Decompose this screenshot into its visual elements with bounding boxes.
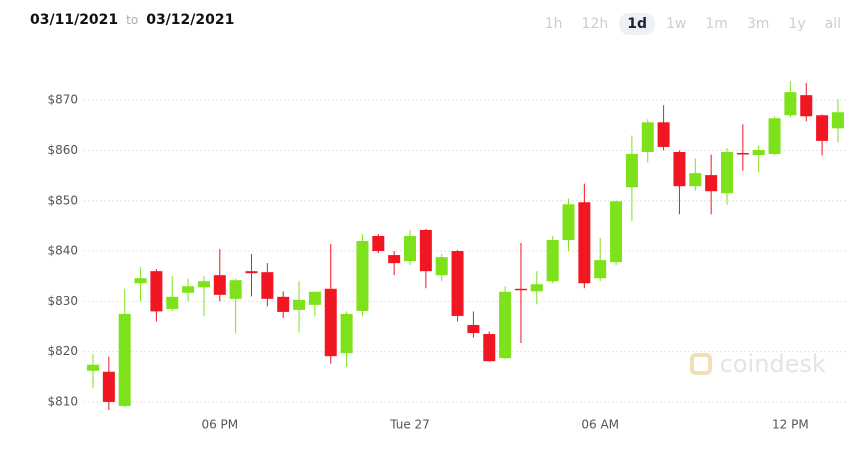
candle-body xyxy=(578,202,591,284)
candle-body xyxy=(293,299,306,310)
candle-body xyxy=(499,291,512,359)
watermark-text: coindesk xyxy=(719,350,826,378)
candle-body xyxy=(768,118,781,154)
candle-body xyxy=(118,313,131,406)
watermark-icon xyxy=(690,353,712,375)
candle-body xyxy=(134,278,147,284)
candle-body xyxy=(816,115,829,141)
candle-body xyxy=(530,284,543,292)
date-range: 03/11/2021 to 03/12/2021 xyxy=(30,12,234,28)
candle-body xyxy=(657,122,670,147)
range-button[interactable]: 1d xyxy=(619,13,655,35)
range-button[interactable]: 3m xyxy=(746,16,770,32)
candle-body xyxy=(356,241,369,311)
candle-body xyxy=(261,272,274,299)
range-selector: 1h 12h 1d 1w 1m 3m 1y all xyxy=(537,13,849,35)
date-separator: to xyxy=(126,13,139,27)
candle-body xyxy=(419,229,432,272)
candle-body xyxy=(372,235,385,252)
date-from: 03/11/2021 xyxy=(30,12,119,28)
candle-body xyxy=(610,201,623,263)
range-button[interactable]: 1m xyxy=(705,16,728,32)
candle-body xyxy=(308,291,321,305)
range-button[interactable]: 1h xyxy=(544,16,563,32)
x-tick-label: 06 AM xyxy=(581,418,619,432)
candle-body xyxy=(340,313,353,354)
x-tick-label: 12 PM xyxy=(772,418,809,432)
candle-body xyxy=(625,153,638,188)
candle-body xyxy=(562,204,575,240)
candle-body xyxy=(435,257,448,276)
candle-body xyxy=(831,112,844,129)
candle-body xyxy=(277,296,290,312)
candle-body xyxy=(182,286,195,293)
range-button[interactable]: all xyxy=(824,16,841,32)
y-tick-label: $860 xyxy=(47,143,78,157)
range-button[interactable]: 1y xyxy=(788,16,806,32)
candle-body xyxy=(641,122,654,152)
candle-body xyxy=(721,151,733,194)
y-tick-label: $820 xyxy=(47,344,78,358)
y-tick-label: $850 xyxy=(47,193,78,207)
candle-body xyxy=(213,275,226,295)
candle-body xyxy=(546,239,559,282)
candle-body xyxy=(150,271,163,312)
candle-body xyxy=(404,235,416,262)
date-until: 03/12/2021 xyxy=(146,12,235,28)
candle-body xyxy=(705,175,718,192)
y-tick-label: $840 xyxy=(47,244,78,258)
candle-body xyxy=(197,281,210,288)
candle-body xyxy=(800,95,813,117)
candle-body xyxy=(102,371,115,402)
candle-body xyxy=(388,255,401,264)
x-tick-label: Tue 27 xyxy=(389,418,430,432)
y-tick-label: $810 xyxy=(47,394,78,408)
candle-body xyxy=(483,334,496,362)
candle-body xyxy=(784,92,797,116)
candle-body xyxy=(166,296,179,309)
y-tick-label: $870 xyxy=(47,93,78,107)
y-tick-label: $830 xyxy=(47,294,78,308)
candle-body xyxy=(594,260,607,279)
candle-body xyxy=(752,149,765,155)
x-tick-label: 06 PM xyxy=(201,418,238,432)
candle-body xyxy=(514,288,527,291)
watermark: coindesk xyxy=(690,350,826,378)
candle-body xyxy=(467,324,480,334)
candle-body xyxy=(229,280,242,299)
candle-body xyxy=(673,151,686,187)
candle-body xyxy=(87,364,99,371)
candle-body xyxy=(324,288,337,357)
candle-body xyxy=(245,271,258,274)
range-button[interactable]: 12h xyxy=(581,16,609,32)
candle-body xyxy=(451,251,464,316)
candle-body xyxy=(736,152,749,155)
candle-body xyxy=(689,173,702,187)
range-button[interactable]: 1w xyxy=(665,16,687,32)
